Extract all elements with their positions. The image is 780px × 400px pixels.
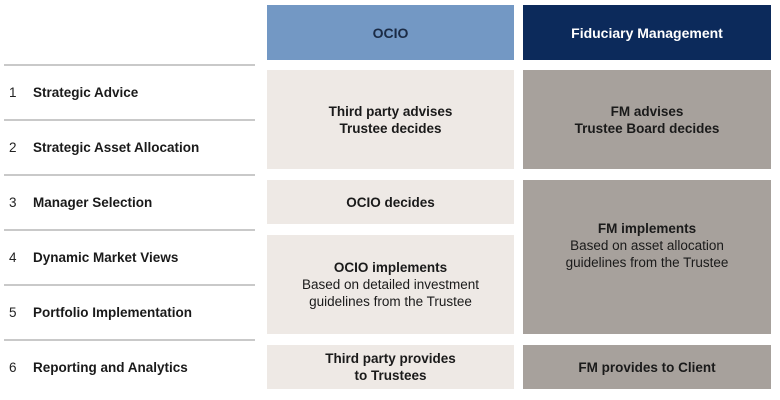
cell-text: Based on asset allocation	[570, 237, 724, 253]
row-strategic-advice: 1 Strategic Advice	[4, 66, 255, 119]
fm-implementation-text-group: FM implements Based on asset allocation …	[566, 220, 729, 271]
row-reporting-and-analytics: 6 Reporting and Analytics	[4, 341, 255, 394]
ocio-column-header: OCIO	[267, 5, 514, 60]
row-number: 5	[9, 305, 17, 320]
cell-text: Third party provides	[325, 351, 456, 366]
ocio-implementation-cell: OCIO implements Based on detailed invest…	[267, 235, 514, 334]
cell-text: to Trustees	[354, 368, 427, 383]
row-label: Portfolio Implementation	[33, 305, 193, 320]
row-divider	[4, 64, 255, 66]
cell-text: Third party advises	[328, 103, 453, 119]
cell-title: FM implements	[597, 220, 697, 236]
ocio-advice-cell: Third party advises Trustee decides	[267, 70, 514, 169]
row-divider	[4, 174, 255, 176]
row-divider	[4, 284, 255, 286]
cell-text: Based on detailed investment	[301, 277, 480, 292]
cell-text: guidelines from the Trustee	[309, 294, 472, 309]
fm-advice-cell: FM advises Trustee Board decides	[523, 70, 771, 169]
row-manager-selection: 3 Manager Selection	[4, 176, 255, 229]
fm-header-label: Fiduciary Management	[571, 24, 723, 41]
row-number: 1	[9, 85, 17, 100]
row-number: 6	[9, 360, 17, 375]
cell-text: Trustee Board decides	[574, 120, 720, 136]
cell-text: Trustee decides	[339, 120, 442, 136]
row-strategic-asset-allocation: 2 Strategic Asset Allocation	[4, 121, 255, 174]
row-number: 4	[9, 250, 17, 265]
row-label: Strategic Asset Allocation	[33, 140, 200, 155]
fm-reporting-cell: FM provides to Client	[523, 345, 771, 389]
row-dynamic-market-views: 4 Dynamic Market Views	[4, 231, 255, 284]
fm-column-header: Fiduciary Management	[523, 5, 771, 60]
fm-implementation-cell: FM implements Based on asset allocation …	[523, 180, 771, 334]
ocio-header-label: OCIO	[372, 24, 409, 41]
cell-title: OCIO implements	[333, 260, 448, 275]
row-portfolio-implementation: 5 Portfolio Implementation	[4, 286, 255, 339]
cell-text: OCIO decides	[346, 194, 435, 210]
row-label: Manager Selection	[33, 195, 153, 210]
cell-text: FM advises	[610, 103, 684, 119]
row-divider	[4, 119, 255, 121]
row-label: Dynamic Market Views	[33, 250, 179, 265]
cell-text: FM provides to Client	[578, 359, 716, 375]
row-number: 2	[9, 140, 17, 155]
cell-text: guidelines from the Trustee	[565, 254, 729, 270]
row-label: Reporting and Analytics	[33, 360, 188, 375]
ocio-reporting-cell: Third party provides to Trustees	[267, 345, 514, 389]
row-number: 3	[9, 195, 17, 210]
row-label: Strategic Advice	[33, 85, 139, 100]
row-divider	[4, 229, 255, 231]
ocio-selection-cell: OCIO decides	[267, 180, 514, 224]
row-divider	[4, 339, 255, 341]
